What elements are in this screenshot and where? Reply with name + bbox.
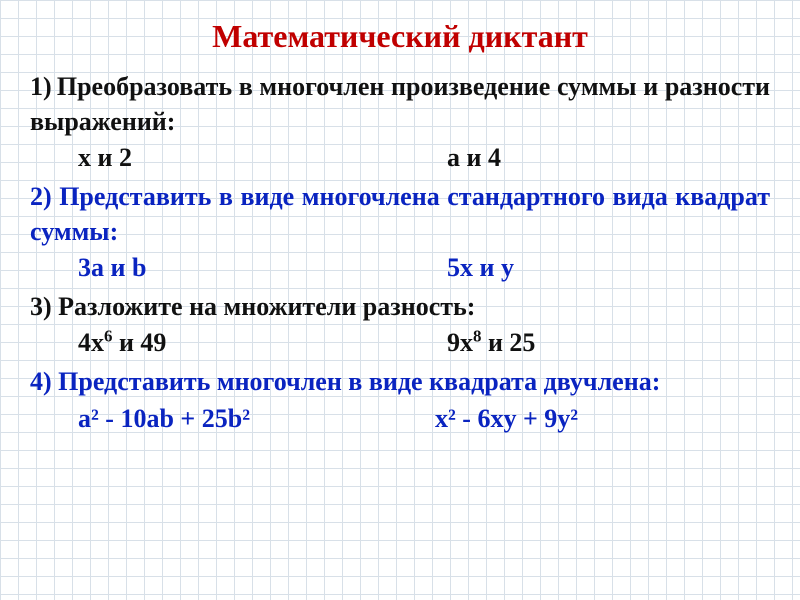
task-4-text: 4) Представить многочлен в виде квадрата… <box>30 367 660 396</box>
task-1-pairs: x и 2 a и 4 <box>30 143 770 173</box>
task-3-right-base: 9x <box>447 328 473 357</box>
task-4-pairs: a² - 10ab + 25b² x² - 6xy + 9y² <box>30 404 770 434</box>
task-3-text: 3) Разложите на множители разность: <box>30 292 475 321</box>
task-2-right: 5x и y <box>437 253 770 283</box>
task-3-left: 4x6 и 49 <box>30 328 437 358</box>
task-3-left-tail: и 49 <box>112 328 166 357</box>
task-1-left: x и 2 <box>30 143 437 173</box>
title-text: Математический диктант <box>212 18 588 54</box>
task-3-left-base: 4x <box>78 328 104 357</box>
task-2-pairs: 3a и b 5x и y <box>30 253 770 283</box>
task-3-right: 9x8 и 25 <box>437 328 770 358</box>
task-4-left: a² - 10ab + 25b² <box>30 404 400 434</box>
task-2-text: 2) Представить в виде многочлена стандар… <box>30 182 770 246</box>
task-3-prompt: 3) Разложите на множители разность: <box>30 289 770 324</box>
task-4-prompt: 4) Представить многочлен в виде квадрата… <box>30 364 770 399</box>
page-title: Математический диктант <box>30 18 770 55</box>
task-2-prompt: 2) Представить в виде многочлена стандар… <box>30 179 770 249</box>
task-2-left: 3a и b <box>30 253 437 283</box>
task-1-right: a и 4 <box>437 143 770 173</box>
task-4-right: x² - 6xy + 9y² <box>400 404 770 434</box>
task-1-prompt: 1) Преобразовать в многочлен произведени… <box>30 69 770 139</box>
task-3-right-tail: и 25 <box>481 328 535 357</box>
task-1-text: 1) Преобразовать в многочлен произведени… <box>30 72 770 136</box>
task-3-pairs: 4x6 и 49 9x8 и 25 <box>30 328 770 358</box>
